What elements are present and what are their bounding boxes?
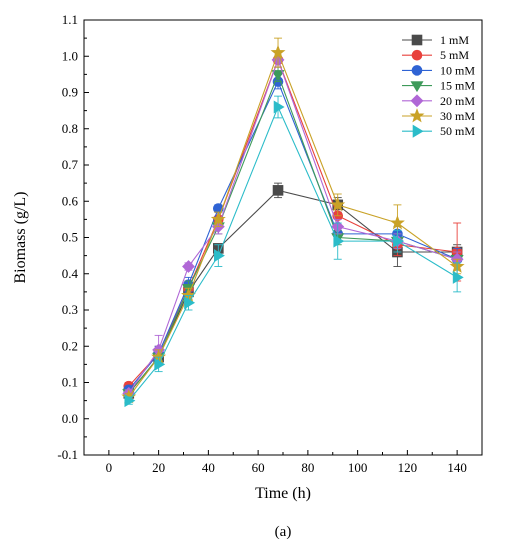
series-20-mm <box>122 52 464 400</box>
y-tick-label: 0.4 <box>62 266 79 281</box>
series-line <box>128 58 458 387</box>
legend-marker <box>410 94 424 108</box>
data-point <box>273 100 285 114</box>
series-line <box>128 80 458 391</box>
legend-marker <box>409 108 425 123</box>
data-point <box>452 270 464 284</box>
series-line <box>128 58 458 394</box>
y-tick-label: 1.1 <box>62 12 78 27</box>
x-tick-label: 80 <box>301 460 314 475</box>
y-tick-label: -0.1 <box>57 447 78 462</box>
series-30-mm <box>121 37 465 404</box>
x-tick-label: 20 <box>152 460 165 475</box>
series-line <box>128 72 458 394</box>
x-axis-title: Time (h) <box>255 485 311 502</box>
data-point <box>154 357 166 371</box>
legend-label: 20 mM <box>440 94 475 108</box>
data-point <box>182 260 195 273</box>
y-tick-label: 0.3 <box>62 302 78 317</box>
legend-label: 50 mM <box>440 124 475 138</box>
x-tick-label: 140 <box>447 460 467 475</box>
y-tick-label: 0.2 <box>62 338 78 353</box>
data-point <box>393 234 405 248</box>
y-axis-title: Biomass (g/L) <box>12 192 29 284</box>
data-point <box>184 296 196 310</box>
x-tick-label: 40 <box>202 460 215 475</box>
legend-marker <box>411 49 423 61</box>
series-line <box>128 105 458 401</box>
series-50-mm <box>124 95 464 408</box>
legend-label: 1 mM <box>440 33 469 47</box>
series-line <box>128 189 458 394</box>
y-tick-label: 0.8 <box>62 121 78 136</box>
y-tick-label: 0.0 <box>62 411 78 426</box>
legend-marker <box>412 124 424 138</box>
figure-caption: (a) <box>275 524 292 540</box>
data-point <box>271 70 285 81</box>
legend-label: 15 mM <box>440 79 475 93</box>
x-tick-label: 0 <box>106 460 113 475</box>
x-axis: 0 20 40 60 80 100 120 140 <box>106 450 467 475</box>
y-tick-label: 0.9 <box>62 85 78 100</box>
x-tick-label: 120 <box>398 460 418 475</box>
series-layer <box>121 37 465 408</box>
legend-marker <box>411 34 423 46</box>
legend-marker <box>410 81 424 93</box>
y-tick-label: 0.5 <box>62 230 78 245</box>
y-tick-label: 0.1 <box>62 375 78 390</box>
legend-label: 10 mM <box>440 63 475 77</box>
data-point <box>389 215 405 230</box>
series-10-mm <box>123 73 463 396</box>
series-5-mm <box>123 52 463 392</box>
data-point <box>330 197 346 212</box>
legend-label: 30 mM <box>440 109 475 123</box>
data-point <box>214 249 225 263</box>
y-axis: -0.1 0.0 0.1 0.2 0.3 0.4 0.5 0.6 0.7 0.8 0.9 1.0 1.1 <box>57 12 89 462</box>
series-1-mm <box>123 182 463 399</box>
series-line <box>128 51 458 398</box>
y-tick-label: 1.0 <box>62 48 78 63</box>
data-point <box>210 211 226 226</box>
legend-label: 5 mM <box>440 48 469 62</box>
y-tick-label: 0.7 <box>62 157 79 172</box>
data-point <box>270 44 286 59</box>
y-tick-label: 0.6 <box>62 193 79 208</box>
data-point <box>124 394 136 408</box>
data-point <box>333 234 345 248</box>
data-point <box>272 185 284 196</box>
legend-marker <box>411 65 423 76</box>
x-tick-label: 100 <box>348 460 368 475</box>
x-tick-label: 60 <box>252 460 265 475</box>
